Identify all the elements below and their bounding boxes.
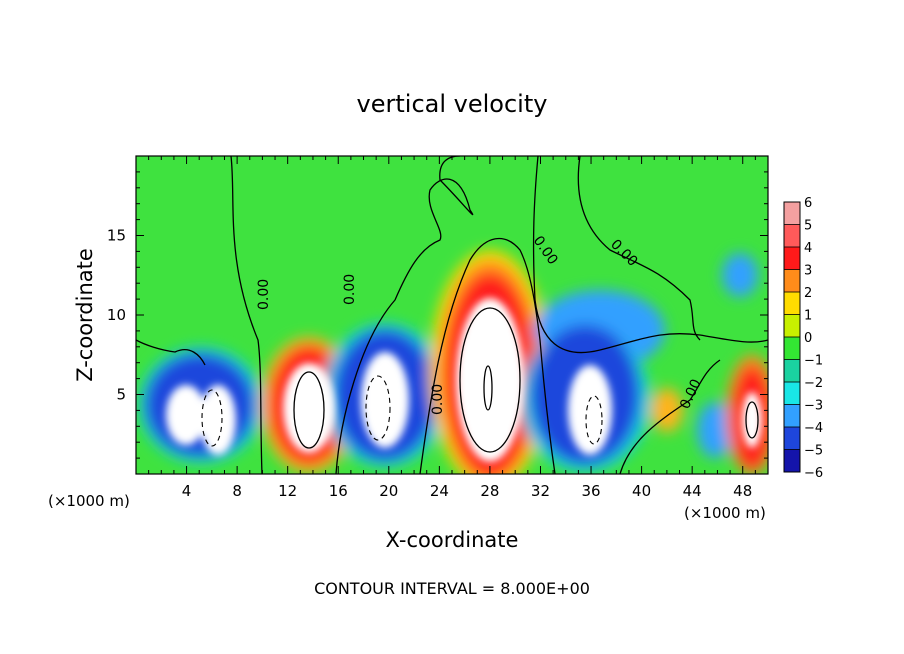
x-axis-label: X-coordinate xyxy=(386,528,519,552)
colorbar: 6 5 4 3 2 1 0 −1 −2 −3 −4 −5 −6 xyxy=(783,196,823,481)
contour-positive-1 xyxy=(293,371,325,449)
contour-positive-2 xyxy=(459,307,521,453)
y-axis-label: Z-coordinate xyxy=(73,248,97,382)
x-tick-label: 32 xyxy=(531,482,550,500)
y-tick-label: 15 xyxy=(107,227,126,245)
contour-label-1: 0.00 xyxy=(256,279,272,310)
contour-zero-6 xyxy=(577,156,701,341)
colorbar-swatch xyxy=(784,292,800,315)
colorbar-swatch xyxy=(784,224,800,248)
colorbar-label: −1 xyxy=(804,354,823,369)
x-tick-label: 8 xyxy=(232,482,242,500)
x-tick-label: 4 xyxy=(182,482,192,500)
chart-title: vertical velocity xyxy=(357,90,548,118)
updraft-3-core xyxy=(742,392,762,448)
downdraft-1-core xyxy=(166,385,206,445)
x-tick-label: 20 xyxy=(379,482,398,500)
colorbar-label: −5 xyxy=(804,444,823,459)
colorbar-swatch xyxy=(784,449,800,473)
colorbar-label: 6 xyxy=(804,196,812,211)
colorbar-label: −4 xyxy=(804,421,823,436)
contour-positive-2-inner xyxy=(483,365,493,411)
colorbar-label: −2 xyxy=(804,376,823,391)
colorbar-swatch xyxy=(784,404,800,428)
small-cool-2 xyxy=(722,253,758,297)
x-tick-label: 36 xyxy=(581,482,600,500)
x-tick-label: 40 xyxy=(632,482,651,500)
colorbar-swatch xyxy=(784,247,800,270)
contour-negative-1 xyxy=(201,389,223,447)
small-cool-1 xyxy=(697,402,733,458)
colorbar-label: 1 xyxy=(804,309,812,324)
colorbar-swatch xyxy=(784,314,800,338)
colorbar-label: −3 xyxy=(804,399,823,414)
plot-area xyxy=(136,156,768,474)
colorbar-swatch xyxy=(784,382,800,405)
contour-negative-2 xyxy=(365,375,391,441)
contour-negative xyxy=(201,375,603,447)
x-tick-label: 12 xyxy=(278,482,297,500)
contour-label-3: 0.00 xyxy=(430,384,446,415)
small-warm-1 xyxy=(651,388,683,432)
contour-zero-3 xyxy=(419,237,556,474)
x-unit-label-left: (×1000 m) xyxy=(48,492,130,510)
contour-lines xyxy=(136,156,768,474)
colorbar-label: 3 xyxy=(804,264,812,279)
updraft-2-core xyxy=(456,298,524,462)
contour-zero-5 xyxy=(619,359,721,474)
x-tick-label: 44 xyxy=(683,482,702,500)
x-axis: 4 8 12 16 20 24 28 32 36 40 44 48 xyxy=(148,156,756,500)
contour-zero-4 xyxy=(532,156,768,354)
colorbar-label: −6 xyxy=(804,466,823,481)
contour-boundary-left xyxy=(136,339,206,366)
colorbar-swatch xyxy=(784,269,800,293)
colorbar-label: 2 xyxy=(804,286,812,301)
y-axis: 5 10 15 xyxy=(107,171,768,459)
colorbar-label: 4 xyxy=(804,241,812,256)
contour-interval-note: CONTOUR INTERVAL = 8.000E+00 xyxy=(314,579,590,598)
contour-negative-3 xyxy=(585,395,603,445)
contour-label-2: 0.00 xyxy=(342,274,358,305)
contour-positive-3 xyxy=(745,401,759,439)
contour-zero-2 xyxy=(335,156,474,474)
downdraft-2-core xyxy=(361,352,409,448)
colorbar-label: 5 xyxy=(804,219,812,234)
x-tick-label: 16 xyxy=(329,482,348,500)
x-tick-label: 28 xyxy=(480,482,499,500)
updraft-1-core xyxy=(283,363,335,453)
y-tick-label: 10 xyxy=(107,306,126,324)
colorbar-label: 0 xyxy=(804,331,812,346)
downdraft-1-core-b xyxy=(200,385,236,455)
contour-zero-1 xyxy=(230,156,263,474)
x-tick-label: 24 xyxy=(430,482,449,500)
colorbar-swatch xyxy=(784,337,800,360)
y-tick-label: 5 xyxy=(116,386,126,404)
x-tick-label: 48 xyxy=(733,482,752,500)
colorbar-swatch xyxy=(784,427,800,450)
colorbar-swatch xyxy=(784,202,800,225)
x-unit-label-right: (×1000 m) xyxy=(684,504,766,522)
colorbar-swatch xyxy=(784,359,800,383)
